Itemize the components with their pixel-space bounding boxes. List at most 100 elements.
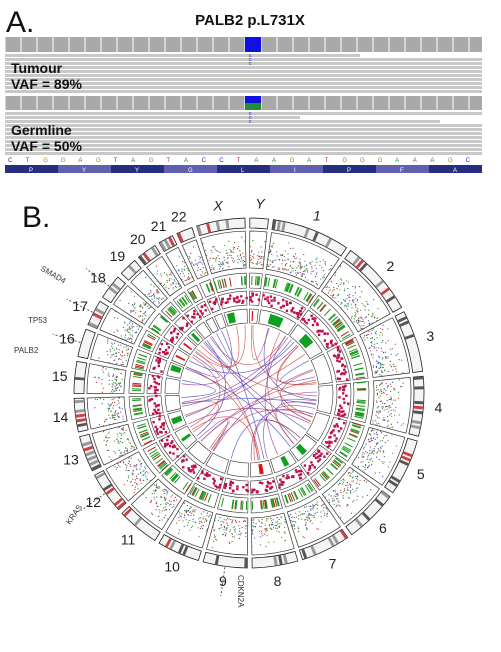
sequence-base: A [184,158,188,164]
sequence-base: T [237,158,241,164]
amino-acid-cell [111,165,164,173]
chromosome-10: 10 [158,533,202,575]
germline-variant-coverage-ref [245,103,261,110]
chromosome-2: 2 [344,249,403,313]
read-row [5,112,482,115]
sequence-base: C [466,158,471,164]
amino-acid-cell [376,165,429,173]
sequence-base: A [307,158,311,164]
read-row [5,90,482,93]
gene-label: TP53 [28,316,48,325]
sequence-base: C [219,158,224,164]
chromosome-15: 15 [52,360,88,394]
amino-acid-label: G [188,168,193,174]
germline-vaf: VAF = 50% [11,138,82,154]
chromosome-6: 6 [345,490,391,536]
chromosome-20: 20 [130,231,161,266]
gene-label: PALB2 [14,346,39,355]
chromosome-1: 1 [271,208,348,257]
chromosome-label: X [212,198,223,214]
chromosome-label: 20 [130,231,146,247]
amino-acid-label: P [347,168,351,174]
svg-text:c: c [249,111,252,117]
tumour-coverage-track [4,37,482,52]
read-row [5,140,482,143]
sequence-base: T [325,158,329,164]
chromosome-label: 6 [379,520,387,536]
chromosome-label: 3 [426,328,434,344]
amino-acid-label: P [29,168,33,174]
sequence-base: G [61,158,66,164]
chromosome-label: 14 [53,409,69,425]
chromosome-label: 11 [121,532,136,548]
sequence-base: A [272,158,276,164]
scatter-track [86,230,412,556]
read-row [5,128,482,131]
chromosome-label: 2 [386,258,394,274]
read-row [5,66,482,69]
circos-plot: 12345678910111213141516171819202122XYSMA… [14,195,443,608]
sequence-base: A [78,158,82,164]
indel-track [128,272,370,514]
read-row [5,70,482,73]
chromosome-22: 22 [171,208,196,244]
gene-label: CDKN2A [236,575,245,608]
sequence-base: A [413,158,417,164]
amino-acid-cell [58,165,111,173]
svg-text:c: c [249,53,252,59]
chromosome-Y: Y [249,195,269,230]
amino-acid-cell [217,165,270,173]
read-row [5,82,482,85]
svg-text:c: c [249,57,252,63]
chromosome-4: 4 [408,375,443,437]
amino-acid-label: I [294,168,296,174]
amino-acid-label: A [453,168,457,174]
read-row [5,116,300,119]
variant-title: PALB2 p.L731X [195,12,305,29]
sequence-base: G [360,158,365,164]
chromosome-label: 8 [274,573,282,589]
read-row [5,54,360,57]
sequence-base: A [395,158,399,164]
sequence-base: T [26,158,30,164]
germline-reads: ccc [5,111,482,155]
amino-acid-label: Y [82,168,86,174]
chromosome-label: 4 [435,400,443,416]
snv-track [146,290,352,496]
svg-text:c: c [249,61,252,67]
sequence-base: T [166,158,170,164]
read-row [5,86,482,89]
chromosome-label: 13 [63,451,79,467]
germline-coverage-track [4,96,482,110]
read-row [5,148,482,151]
sequence-base: G [378,158,383,164]
sequence-base: A [254,158,258,164]
amino-acid-label: Y [135,168,139,174]
chromosome-5: 5 [384,437,425,494]
amino-acid-cell [429,165,482,173]
sequence-base: C [8,158,13,164]
amino-acid-cell [270,165,323,173]
chromosome-label: 15 [52,368,68,384]
sequence-base: G [448,158,453,164]
gene-label: SMAD4 [39,264,68,286]
chromosome-label: 21 [151,218,167,234]
chromosome-14: 14 [53,397,89,433]
chromosome-label: 19 [110,248,126,264]
chromosome-label: 10 [164,559,180,575]
read-row [5,62,482,65]
read-row [5,74,482,77]
chromosome-label: Y [255,195,266,211]
amino-acid-cell [164,165,217,173]
chromosome-label: 22 [171,208,187,224]
read-row [5,136,482,139]
read-row [5,132,482,135]
read-row [5,144,482,147]
amino-acid-cell [5,165,58,173]
chromosome-13: 13 [63,433,102,472]
chromosome-12: 12 [85,469,127,511]
gene-label: KRAS [64,503,84,526]
chromosome-label: 7 [329,556,337,572]
